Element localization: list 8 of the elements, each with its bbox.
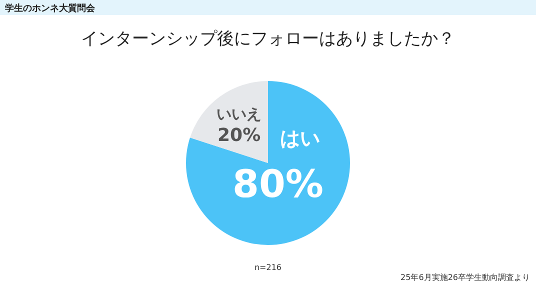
chart-title: インターンシップ後にフォローはありましたか？ [81, 29, 455, 49]
text: 25年6月実施26卒学生動向調査より [400, 273, 530, 282]
data-label: 20% [218, 125, 261, 146]
text: 学生のホンネ大質問会 [5, 3, 96, 14]
slice-label: いいえ [216, 105, 262, 124]
slice-label: はい [280, 126, 320, 150]
text: n=216 [254, 263, 282, 272]
data-label: 80% [232, 162, 324, 206]
